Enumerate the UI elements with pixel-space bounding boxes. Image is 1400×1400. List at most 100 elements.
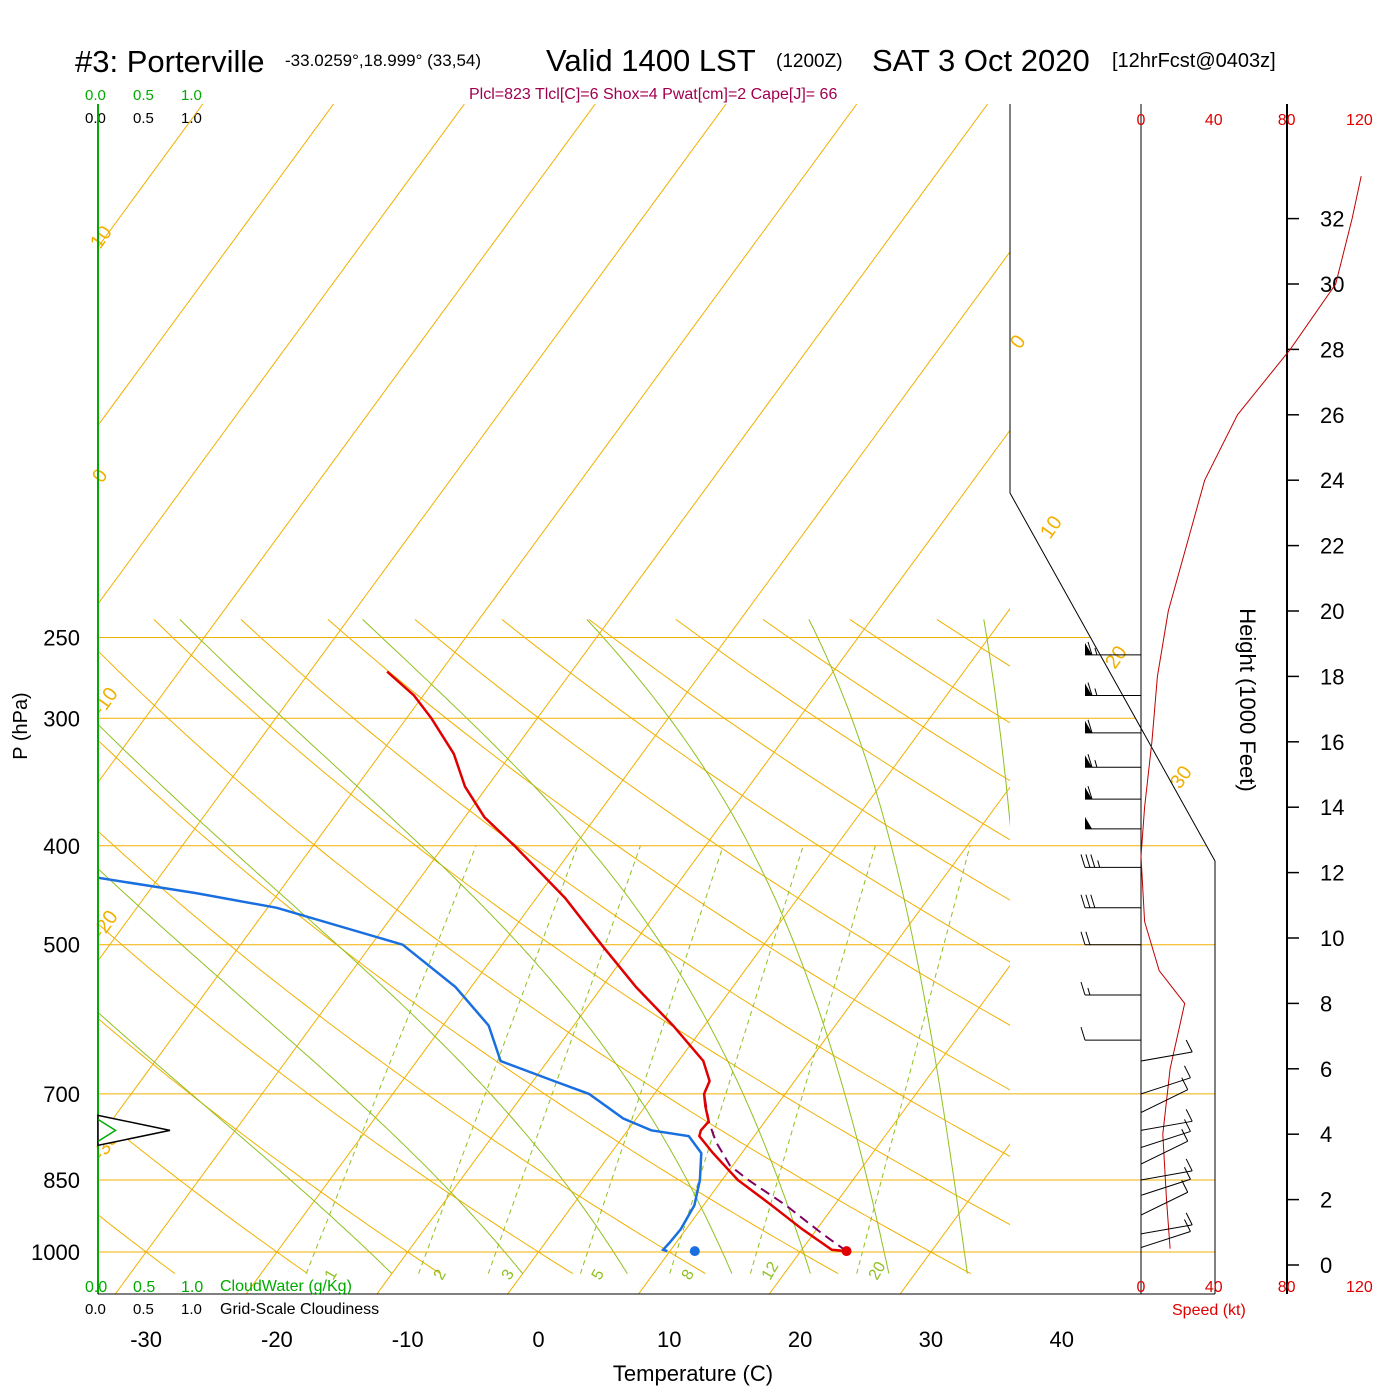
- y-axis-label: P (hPa): [10, 692, 32, 759]
- height-tick-label: 4: [1320, 1122, 1332, 1147]
- height-tick-label: 26: [1320, 403, 1344, 428]
- barb-feather: [1185, 1158, 1193, 1172]
- cloudiness-tick: 1.0: [181, 110, 202, 127]
- temperature-tick-label: -20: [261, 1327, 293, 1352]
- isotherm-label: 10: [1036, 512, 1067, 543]
- dry-adiabat-line: [98, 1017, 441, 1275]
- dry-adiabat-line: [1198, 619, 1400, 1273]
- wind-barb: [1140, 1109, 1193, 1131]
- barb-pennant: [1085, 755, 1092, 768]
- barb-feather: [1080, 981, 1086, 996]
- dewpoint-profile: [98, 876, 703, 1253]
- mixing-ratio-label: 2: [431, 1267, 450, 1283]
- barb-staff: [1140, 1077, 1191, 1095]
- cloudiness-tick: 1.0: [181, 1301, 202, 1318]
- dry-adiabat-line: [153, 619, 1010, 1226]
- speed-tick-label: 0: [1137, 1279, 1146, 1296]
- height-tick-label: 12: [1320, 861, 1344, 886]
- cloudwater-tick: 1.0: [181, 1279, 203, 1296]
- cloudiness-tick: 0.5: [133, 1301, 154, 1318]
- wind-barb: [1080, 981, 1141, 996]
- barb-feather: [1185, 1212, 1193, 1226]
- station-coords: -33.0259°,18.999° (33,54): [285, 51, 481, 70]
- cloudwater-marker: [97, 1118, 117, 1142]
- isotherm-line: [245, 251, 1010, 1294]
- wind-barb: [1085, 682, 1141, 697]
- barb-pennant: [1085, 683, 1092, 696]
- barb-feather: [1087, 682, 1093, 696]
- pressure-tick-label: 1000: [31, 1240, 80, 1265]
- temperature-tick-label: 20: [788, 1327, 812, 1352]
- wind-barb: [1080, 931, 1141, 946]
- isotherm-line: [98, 104, 335, 427]
- barb-staff: [1140, 1170, 1193, 1181]
- temperature-tick-label: -10: [392, 1327, 424, 1352]
- pressure-tick-label: 700: [43, 1082, 80, 1107]
- barb-feather: [1090, 854, 1096, 868]
- cloudiness-legend-label: Grid-Scale Cloudiness: [220, 1301, 379, 1318]
- barb-feather: [1185, 1039, 1193, 1053]
- isotherm-line: [114, 104, 989, 1294]
- mixing-ratio-line: [856, 845, 971, 1274]
- isotherm-line: [507, 607, 1010, 1294]
- barb-pennant: [1085, 787, 1092, 800]
- pressure-tick-label: 400: [43, 834, 80, 859]
- barb-pennant: [1085, 816, 1092, 829]
- wind-barb: [1085, 641, 1141, 656]
- moist-adiabat-line: [808, 619, 968, 1274]
- speed-tick-label: 80: [1278, 1279, 1296, 1296]
- wind-barb: [1085, 816, 1141, 830]
- speed-tick-label: 0: [1137, 112, 1146, 129]
- cloud-legend-bottom: 0.0 0.5 1.0 CloudWater (g/Kg) 0.0 0.5 1.…: [85, 1278, 379, 1318]
- height-tick-label: 28: [1320, 337, 1344, 362]
- height-tick-label: 2: [1320, 1188, 1332, 1213]
- barb-pennant: [1085, 720, 1092, 733]
- cloud-marker: [97, 1114, 171, 1147]
- wind-barb: [1140, 1065, 1191, 1095]
- barb-half-feather: [1094, 647, 1098, 655]
- height-tick-label: 24: [1320, 468, 1344, 493]
- barb-staff: [1140, 1224, 1193, 1235]
- barb-feather: [1087, 785, 1093, 800]
- moist-adiabat-line: [362, 619, 811, 1274]
- height-tick-label: 14: [1320, 795, 1344, 820]
- barb-feather: [1080, 854, 1086, 868]
- wind-barb: [1080, 1026, 1141, 1041]
- date-label: SAT 3 Oct 2020: [872, 43, 1090, 78]
- isotherm-line: [768, 964, 1010, 1294]
- wind-panel: 0246810121416182022242628303200404080801…: [1080, 104, 1373, 1296]
- isotherm-label: 10: [86, 222, 117, 253]
- valid-time: Valid 1400 LST: [546, 43, 756, 78]
- barb-staff: [1140, 1120, 1193, 1131]
- height-tick-label: 10: [1320, 926, 1344, 951]
- temperature-tick-label: -30: [130, 1327, 162, 1352]
- barb-feather: [1080, 1026, 1086, 1041]
- wind-barb: [1140, 1077, 1189, 1113]
- wind-barb: [1140, 1158, 1193, 1181]
- plot-frame: [97, 104, 1216, 1295]
- cloudwater-tick: 1.0: [181, 87, 202, 104]
- mixing-ratio-label: 5: [589, 1267, 608, 1283]
- barb-staff: [1140, 1231, 1191, 1249]
- height-tick-label: 22: [1320, 534, 1344, 559]
- cloudiness-tick: 0.0: [85, 110, 106, 127]
- station-title: #3: Porterville: [75, 44, 265, 79]
- wind-barb: [1085, 785, 1141, 800]
- pressure-tick-label: 250: [43, 625, 80, 650]
- cloudwater-legend-label: CloudWater (g/Kg): [220, 1278, 352, 1295]
- mixing-ratio-label: 20: [866, 1259, 890, 1283]
- barb-pennant: [1085, 642, 1092, 655]
- cloudiness-tick: 0.5: [133, 110, 154, 127]
- pressure-tick-label: 850: [43, 1168, 80, 1193]
- isotherm-line: [1293, 104, 1400, 1294]
- cloudwater-tick: 0.5: [133, 87, 154, 104]
- barb-staff: [1140, 1140, 1188, 1165]
- isotherm-line: [1162, 104, 1400, 1294]
- speed-tick-label: 40: [1205, 1279, 1223, 1296]
- indices-label: Plcl=823 Tlcl[C]=6 Shox=4 Pwat[cm]=2 Cap…: [469, 86, 837, 103]
- dry-adiabat-line: [675, 618, 1010, 841]
- dry-adiabat-line: [849, 618, 1010, 724]
- wind-barb: [1085, 754, 1141, 768]
- speed-tick-label: 120: [1346, 1279, 1373, 1296]
